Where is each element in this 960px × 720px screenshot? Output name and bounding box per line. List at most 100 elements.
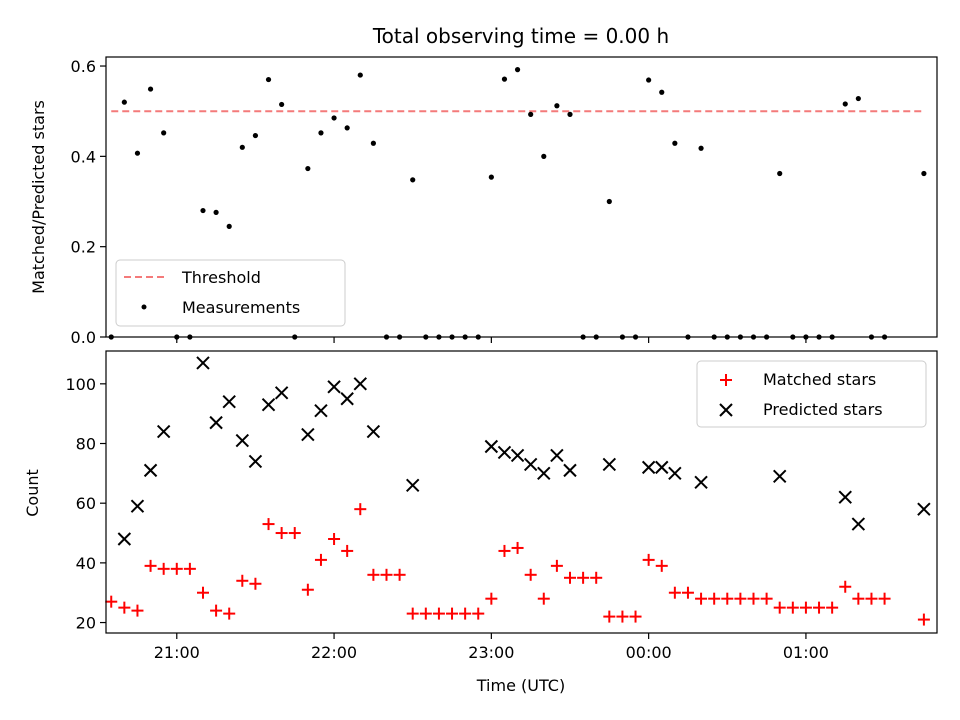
- predicted-star-point: [340, 392, 354, 406]
- matched-star-point: [157, 562, 170, 575]
- measurement-point: [921, 170, 927, 177]
- predicted-stars-legend-label: Predicted stars: [763, 400, 883, 419]
- matched-star-point: [105, 595, 118, 608]
- matched-star-point: [131, 604, 144, 617]
- count-y-tick-label: 80: [76, 435, 96, 454]
- measurement-point: [646, 77, 652, 83]
- predicted-star-point: [327, 380, 341, 394]
- matched-star-point: [419, 607, 432, 620]
- count-y-tick-label: 40: [76, 554, 96, 573]
- measurement-point: [331, 115, 337, 121]
- matched-star-point: [813, 601, 826, 614]
- measurement-point: [305, 165, 311, 172]
- measurement-point: [554, 103, 560, 109]
- predicted-star-point: [550, 448, 564, 463]
- predicted-star-point: [143, 463, 158, 478]
- time-x-axis-label: Time (UTC): [476, 676, 565, 695]
- measurement-point: [161, 130, 167, 136]
- measurement-point: [239, 144, 245, 150]
- matched-star-point: [301, 583, 314, 596]
- matched-star-point: [485, 592, 498, 605]
- measurement-point: [252, 132, 259, 139]
- matched-star-point: [314, 553, 327, 566]
- measurement-point: [777, 170, 783, 177]
- matched-star-point: [708, 592, 721, 605]
- matched-star-point: [249, 577, 262, 590]
- matched-star-point: [681, 586, 694, 599]
- measurement-point: [344, 125, 350, 131]
- matched-star-point: [590, 571, 603, 584]
- count-y-tick-label: 20: [76, 614, 96, 633]
- matched-star-point: [642, 553, 655, 566]
- predicted-star-point: [563, 463, 577, 478]
- matched-star-point: [616, 610, 629, 623]
- count-legend-box: [696, 360, 927, 428]
- measurement-point: [514, 67, 521, 73]
- matched-star-point: [275, 527, 288, 540]
- predicted-star-point: [484, 439, 499, 454]
- matched-star-point: [498, 544, 511, 557]
- matched-star-point: [629, 610, 642, 623]
- predicted-star-point: [537, 466, 551, 481]
- predicted-star-point: [602, 457, 617, 472]
- measurement-point: [842, 101, 848, 107]
- predicted-star-point: [366, 424, 381, 439]
- matched-stars-legend-swatch: [720, 374, 732, 386]
- matched-star-point: [668, 586, 681, 599]
- matched-star-point: [917, 613, 930, 626]
- ratio-y-tick-label: 0.2: [71, 238, 96, 257]
- matched-star-point: [747, 592, 760, 605]
- count-panel: Count Time (UTC) 20 40 60 80 100 21:00 22:00 23…: [23, 350, 938, 695]
- matched-star-point: [563, 571, 576, 584]
- matched-star-point: [852, 592, 865, 605]
- matched-star-point: [262, 518, 275, 531]
- matched-star-point: [118, 601, 131, 614]
- predicted-star-point: [117, 532, 132, 546]
- measurement-point: [488, 174, 494, 180]
- measurement-point: [134, 150, 141, 156]
- matched-star-point: [236, 574, 249, 587]
- matched-star-point: [695, 592, 708, 605]
- predicted-star-point: [917, 502, 931, 516]
- predicted-star-point: [851, 517, 866, 531]
- chart-title: Total observing time = 0.00 h: [372, 24, 669, 48]
- measurement-point: [855, 95, 861, 102]
- measurement-point: [606, 198, 612, 205]
- time-x-tick-label: 21:00: [154, 643, 200, 662]
- matched-star-point: [223, 607, 236, 620]
- predicted-star-point: [301, 427, 315, 442]
- predicted-star-point: [353, 377, 367, 391]
- matched-star-point: [472, 607, 485, 620]
- count-y-axis-label: Count: [23, 469, 42, 517]
- matched-star-point: [183, 562, 196, 575]
- matched-star-point: [550, 559, 563, 572]
- measurement-point: [147, 86, 154, 92]
- count-plot-area: 20 40 60 80 100 21:00 22:00 23:00 00:00 01:00: [65, 356, 931, 662]
- ratio-y-tick-label: 0.4: [71, 147, 96, 166]
- predicted-star-point: [838, 490, 852, 504]
- matched-stars-legend-label: Matched stars: [763, 370, 876, 389]
- predicted-star-point: [668, 466, 682, 481]
- matched-star-point: [196, 586, 209, 599]
- measurement-point: [265, 76, 272, 83]
- predicted-star-point: [694, 475, 708, 490]
- matched-star-point: [773, 601, 786, 614]
- matched-star-point: [878, 592, 891, 605]
- count-axes-frame: [105, 350, 938, 634]
- measurement-point: [279, 101, 285, 108]
- ratio-y-axis-label: Matched/Predicted stars: [29, 100, 48, 294]
- measurements-legend-swatch: [141, 304, 147, 310]
- matched-star-point: [393, 568, 406, 581]
- predicted-star-point: [497, 445, 512, 460]
- matched-star-point: [577, 571, 590, 584]
- matched-star-point: [537, 592, 550, 605]
- predicted-star-point: [196, 356, 210, 370]
- matched-star-point: [511, 541, 524, 554]
- predicted-star-point: [773, 469, 787, 484]
- matched-star-point: [341, 544, 354, 557]
- matched-star-point: [432, 607, 445, 620]
- time-x-tick-label: 23:00: [468, 643, 514, 662]
- measurements-legend-label: Measurements: [182, 298, 300, 317]
- matched-star-point: [786, 601, 799, 614]
- matched-star-point: [210, 604, 223, 617]
